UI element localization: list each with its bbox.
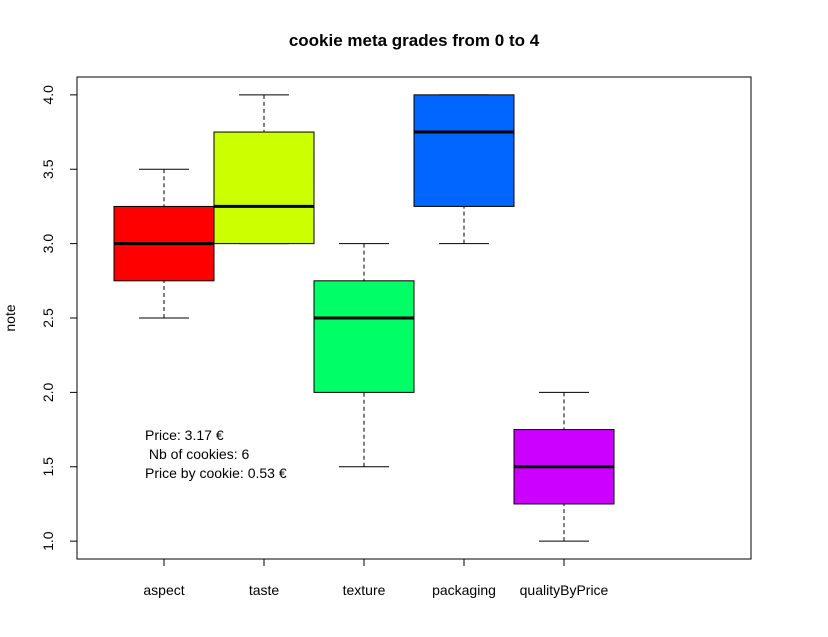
annotation-line: Price by cookie: 0.53 € xyxy=(145,465,287,481)
annotation-line: Nb of cookies: 6 xyxy=(145,446,249,462)
y-tick-label: 2.0 xyxy=(40,382,56,402)
box-texture xyxy=(313,280,415,393)
x-tick-label: aspect xyxy=(143,582,184,598)
x-tick-label: texture xyxy=(343,582,386,598)
chart-title: cookie meta grades from 0 to 4 xyxy=(289,31,540,50)
annotation-line: Price: 3.17 € xyxy=(145,427,224,443)
box-group-texture xyxy=(313,243,415,468)
boxes-layer xyxy=(113,94,615,542)
y-tick-label: 4.0 xyxy=(40,85,56,105)
y-tick-label: 3.0 xyxy=(40,234,56,254)
y-tick-label: 3.5 xyxy=(40,159,56,179)
box-group-qualityByPrice xyxy=(513,391,615,542)
x-tick-label: packaging xyxy=(432,582,496,598)
y-axis: 1.0 1.5 2.0 2.5 3.0 3.5 4.0 xyxy=(40,85,78,551)
box-group-taste xyxy=(213,94,315,245)
x-tick-label: qualityByPrice xyxy=(520,582,609,598)
y-tick-label: 2.5 xyxy=(40,308,56,328)
x-axis: aspect taste texture packaging qualityByPric… xyxy=(143,558,609,598)
y-axis-label: note xyxy=(2,304,18,331)
annotation-block: Price: 3.17 € Nb of cookies: 6 Price by c… xyxy=(145,427,287,481)
y-tick-label: 1.0 xyxy=(40,531,56,551)
box-taste xyxy=(213,131,315,245)
box-group-aspect xyxy=(113,168,215,319)
box-group-packaging xyxy=(413,94,515,245)
x-tick-label: taste xyxy=(249,582,280,598)
box-packaging xyxy=(413,94,515,207)
y-tick-label: 1.5 xyxy=(40,457,56,477)
